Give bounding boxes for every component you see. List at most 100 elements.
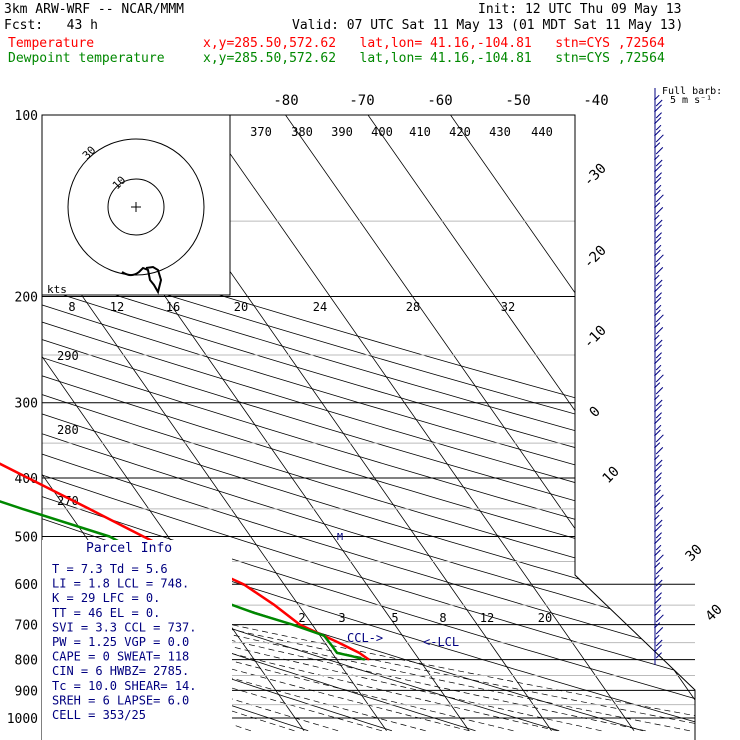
wind-barb bbox=[654, 477, 662, 485]
wind-barb bbox=[654, 284, 662, 293]
temperature-tick-label: -40 bbox=[583, 93, 608, 109]
wind-barb bbox=[655, 544, 662, 551]
valid-time: Valid: 07 UTC Sat 11 May 13 (01 MDT Sat … bbox=[292, 18, 684, 33]
parcel-info-row: CIN = 6 HWBZ= 2785. bbox=[52, 664, 189, 678]
parcel-info-row: Tc = 10.0 SHEAR= 14. bbox=[52, 679, 197, 693]
parcel-info-row: SVI = 3.3 CCL = 737. bbox=[52, 620, 197, 634]
wind-barb bbox=[655, 124, 662, 131]
wind-barb bbox=[655, 314, 664, 323]
parcel-info-row: SREH = 6 LAPSE= 6.0 bbox=[52, 693, 189, 707]
temperature-profile-point bbox=[338, 642, 340, 644]
parcel-info-row: T = 7.3 Td = 5.6 bbox=[52, 562, 168, 576]
wind-barb bbox=[655, 592, 662, 599]
wind-barb bbox=[654, 214, 660, 221]
mixing-ratio-label: 16 bbox=[166, 300, 180, 314]
theta-e-label: 390 bbox=[331, 125, 353, 139]
wind-barb bbox=[654, 634, 660, 641]
parcel-info-row: LI = 1.8 LCL = 748. bbox=[52, 577, 189, 591]
wind-barb bbox=[654, 369, 661, 377]
wind-barb bbox=[655, 387, 664, 395]
theta-e-label: 380 bbox=[291, 125, 313, 139]
wind-barb bbox=[655, 184, 662, 191]
mixing-ratio-label: 3 bbox=[338, 611, 345, 625]
parcel-info-rows: T = 7.3 Td = 5.6LI = 1.8 LCL = 748.K = 2… bbox=[52, 562, 197, 722]
mixing-ratio-label: 8 bbox=[439, 611, 446, 625]
wind-barb bbox=[655, 399, 663, 407]
dewpoint-profile-point bbox=[331, 645, 333, 647]
wind-barb bbox=[655, 579, 663, 587]
wind-barb bbox=[654, 274, 660, 281]
dry-adiabat-line bbox=[42, 115, 695, 732]
parcel-marker: M bbox=[337, 532, 343, 543]
temperature-location: x,y=285.50,572.62 lat,lon= 41.16,-104.81… bbox=[203, 36, 665, 51]
wind-barb bbox=[654, 442, 661, 449]
wind-barb bbox=[654, 549, 661, 557]
wind-barb bbox=[654, 622, 661, 629]
wind-barb bbox=[655, 364, 662, 371]
wind-barb bbox=[654, 129, 661, 137]
wind-barb bbox=[654, 429, 661, 437]
wind-barb bbox=[655, 99, 663, 107]
dewpoint-profile-point bbox=[108, 535, 111, 538]
parcel-info-row: K = 29 LFC = 0. bbox=[52, 591, 160, 605]
wind-barb bbox=[654, 334, 660, 341]
wind-barb bbox=[654, 574, 660, 581]
wind-barb bbox=[655, 554, 664, 563]
temperature-legend: Temperature bbox=[8, 36, 95, 51]
wind-barb bbox=[655, 352, 662, 359]
wind-barb bbox=[654, 489, 661, 497]
temperature-profile-point bbox=[358, 652, 360, 654]
mixing-ratio-label: 12 bbox=[110, 300, 124, 314]
temperature-tick-label: -10 bbox=[581, 323, 610, 352]
moist-adiabat-line bbox=[42, 115, 470, 732]
dewpoint-profile-point bbox=[364, 659, 366, 661]
ccl-label: CCL-> bbox=[347, 631, 383, 645]
pressure-tick-label: 100 bbox=[15, 109, 38, 124]
wind-barb bbox=[655, 519, 663, 527]
wind-barb bbox=[655, 134, 664, 143]
wind-barb bbox=[654, 644, 662, 653]
wind-barb bbox=[655, 232, 662, 239]
theta-e-label: 370 bbox=[250, 125, 272, 139]
dewpoint-profile-point bbox=[336, 652, 338, 654]
temperature-tick-label: -20 bbox=[581, 243, 610, 272]
isotherm-line bbox=[348, 115, 695, 732]
parcel-info-row: TT = 46 EL = 0. bbox=[52, 606, 160, 620]
dewpoint-profile-point bbox=[21, 508, 24, 510]
temperature-tick-label: 0 bbox=[587, 404, 604, 421]
wind-barb bbox=[654, 357, 662, 365]
wind-barb bbox=[654, 249, 661, 257]
mixing-ratio-label: 2 bbox=[298, 611, 305, 625]
dry-adiabat-line bbox=[42, 115, 695, 732]
wind-barb-legend: Full barb: bbox=[662, 86, 722, 97]
mixing-ratio-label: 32 bbox=[501, 300, 515, 314]
wind-barb bbox=[654, 189, 661, 197]
theta-e-label: 420 bbox=[449, 125, 471, 139]
hodograph-trace bbox=[121, 265, 163, 295]
wind-barb bbox=[655, 244, 662, 251]
wind-barb bbox=[655, 627, 664, 635]
pressure-tick-label: 500 bbox=[15, 530, 38, 545]
temperature-tick-label: -50 bbox=[505, 93, 530, 109]
dry-adiabat-line bbox=[42, 115, 695, 732]
wind-barb bbox=[655, 434, 664, 443]
theta-e-label: 430 bbox=[489, 125, 511, 139]
wind-barb bbox=[655, 447, 664, 455]
wind-barb bbox=[654, 502, 661, 509]
wind-barb bbox=[655, 507, 664, 515]
temperature-tick-label: 40 bbox=[703, 602, 726, 625]
temperature-profile-point bbox=[368, 659, 370, 661]
dry-adiabat-line bbox=[42, 115, 695, 732]
wind-barb bbox=[654, 404, 662, 413]
wind-barb bbox=[655, 532, 662, 539]
temperature-profile-point bbox=[88, 508, 90, 510]
pressure-tick-label: 300 bbox=[15, 397, 38, 412]
moist-adiabat-line bbox=[42, 115, 426, 732]
temperature-profile-point bbox=[242, 583, 245, 585]
wind-barb bbox=[655, 267, 664, 275]
wind-barb bbox=[654, 309, 661, 317]
theta-label: 280 bbox=[57, 423, 79, 437]
dry-adiabat-line bbox=[42, 115, 695, 732]
wind-barb bbox=[655, 459, 663, 467]
wind-barb bbox=[655, 147, 664, 155]
